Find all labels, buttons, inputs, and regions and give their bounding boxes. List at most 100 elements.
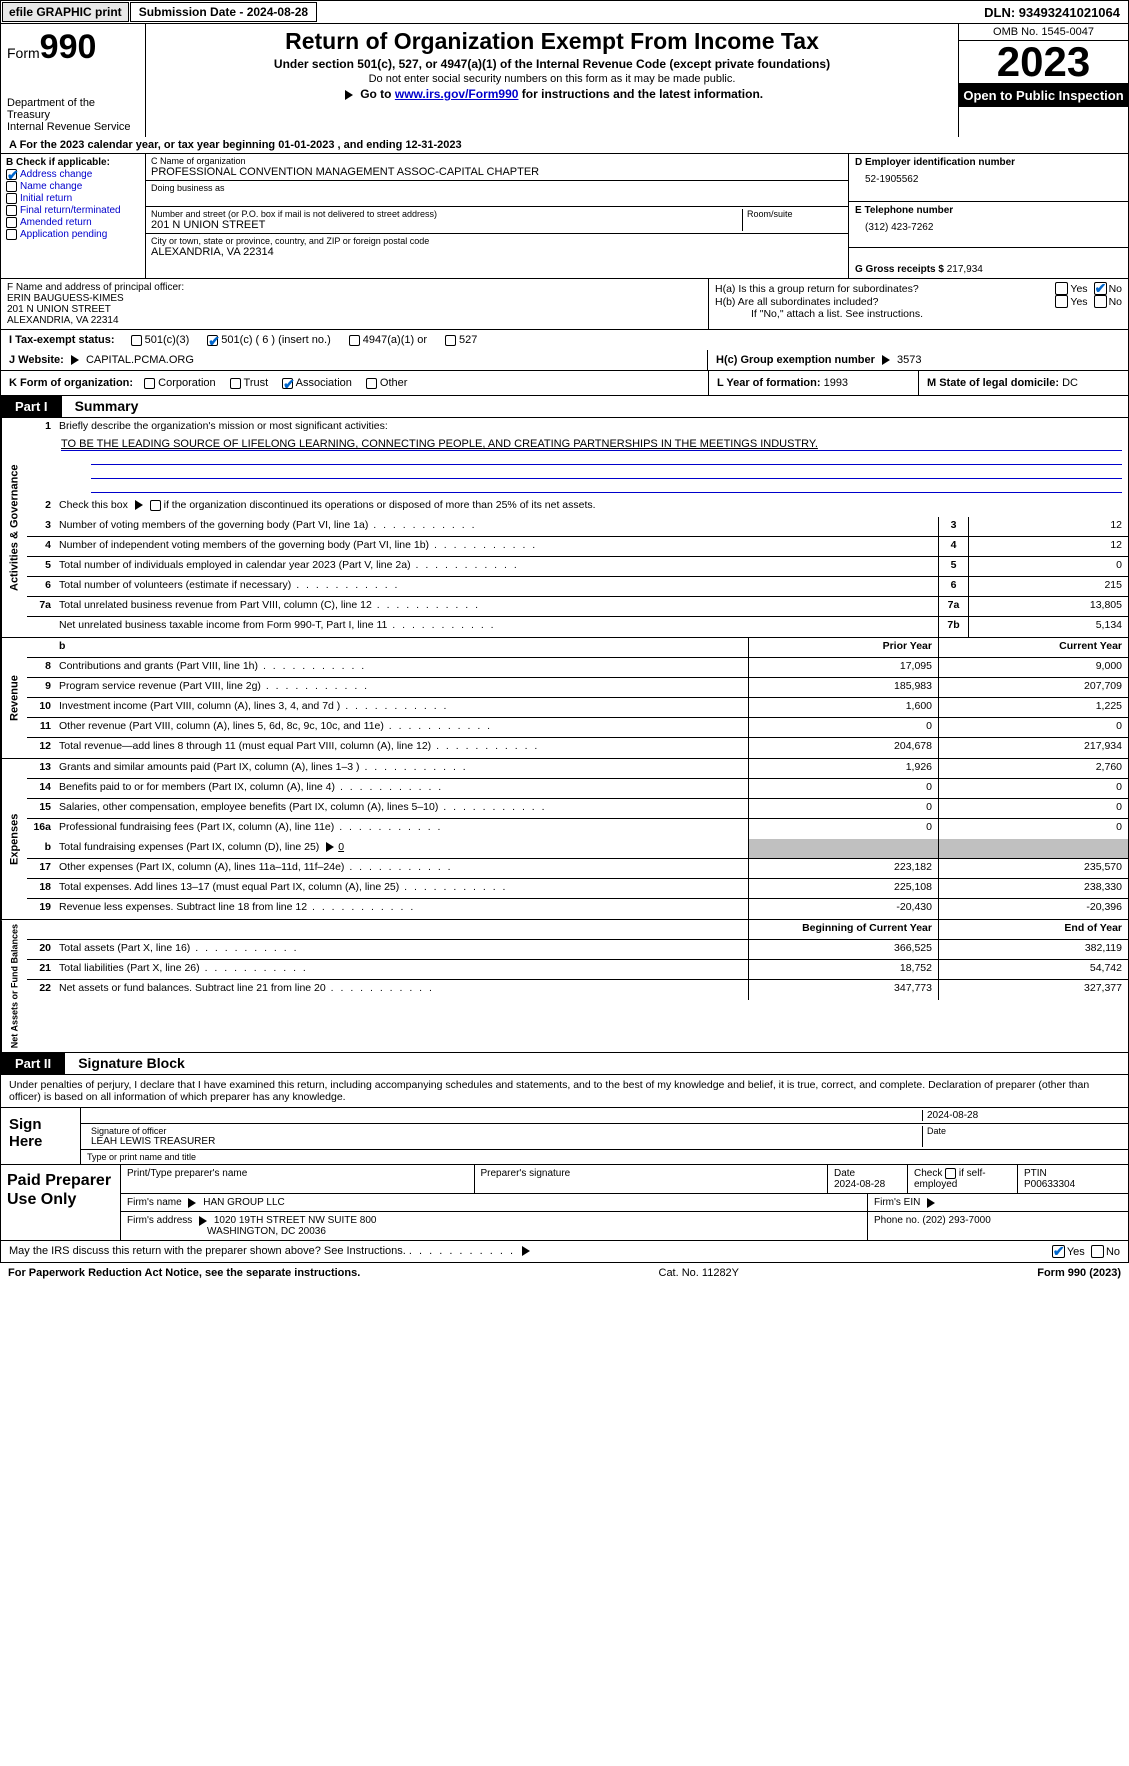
colb-item[interactable]: Address change: [6, 169, 140, 180]
row-desc: Net assets or fund balances. Subtract li…: [55, 980, 748, 1000]
prior-val: 225,108: [748, 879, 938, 898]
discuss-yes-checkbox[interactable]: [1052, 1245, 1065, 1258]
col-h: H(a) Is this a group return for subordin…: [708, 279, 1128, 329]
ein: 52-1905562: [855, 168, 1122, 185]
i-option[interactable]: 4947(a)(1) or: [349, 334, 427, 346]
date-label: Date: [922, 1126, 1122, 1147]
i-option[interactable]: 527: [445, 334, 477, 346]
i-option[interactable]: 501(c) ( 6 ) (insert no.): [207, 334, 330, 346]
arrow-icon: [188, 1198, 196, 1208]
summary-row: 17Other expenses (Part IX, column (A), l…: [27, 859, 1128, 879]
addr-label: Number and street (or P.O. box if mail i…: [151, 209, 742, 219]
part2-title: Signature Block: [68, 1055, 185, 1071]
gross-label: G Gross receipts $: [855, 264, 944, 275]
hb-yes-checkbox[interactable]: [1055, 295, 1068, 308]
colb-item[interactable]: Name change: [6, 181, 140, 192]
k-checkbox[interactable]: [144, 378, 155, 389]
checkbox-icon[interactable]: [6, 217, 17, 228]
summary-row: 9Program service revenue (Part VIII, lin…: [27, 678, 1128, 698]
row-box: 7b: [938, 617, 968, 637]
i-checkbox[interactable]: [131, 335, 142, 346]
row-val: 12: [968, 537, 1128, 556]
row-i: I Tax-exempt status: 501(c)(3) 501(c) ( …: [0, 330, 1129, 350]
i-option[interactable]: 501(c)(3): [131, 334, 190, 346]
k-checkbox[interactable]: [282, 378, 293, 389]
firm-addr1: 1020 19TH STREET NW SUITE 800: [214, 1215, 377, 1226]
k-option[interactable]: Association: [282, 377, 352, 389]
ha-yes-checkbox[interactable]: [1055, 282, 1068, 295]
preparer-block: Paid Preparer Use Only Print/Type prepar…: [0, 1165, 1129, 1241]
firm-ein-label: Firm's EIN: [874, 1197, 920, 1208]
row-box: 4: [938, 537, 968, 556]
header-right: OMB No. 1545-0047 2023 Open to Public In…: [958, 24, 1128, 137]
hb-no-checkbox[interactable]: [1094, 295, 1107, 308]
prior-val: 0: [748, 718, 938, 737]
i-checkbox[interactable]: [445, 335, 456, 346]
k-option[interactable]: Corporation: [144, 377, 216, 389]
colb-item[interactable]: Initial return: [6, 193, 140, 204]
org-name-label: C Name of organization: [151, 156, 843, 166]
checkbox-icon[interactable]: [6, 205, 17, 216]
row-val: 0: [968, 557, 1128, 576]
colb-item[interactable]: Amended return: [6, 217, 140, 228]
footer: For Paperwork Reduction Act Notice, see …: [0, 1263, 1129, 1283]
discontinued-checkbox[interactable]: [150, 500, 161, 511]
curr-val: 0: [938, 718, 1128, 737]
k-label: K Form of organization:: [9, 377, 133, 389]
officer-addr2: ALEXANDRIA, VA 22314: [7, 315, 702, 326]
hc-label: H(c) Group exemption number: [716, 354, 875, 366]
curr-val: 0: [938, 799, 1128, 818]
dept-treasury: Department of the Treasury: [7, 97, 139, 121]
row-val: 12: [968, 517, 1128, 536]
i-checkbox[interactable]: [349, 335, 360, 346]
officer-label: F Name and address of principal officer:: [7, 282, 702, 293]
arrow-icon: [135, 500, 143, 510]
k-option[interactable]: Trust: [230, 377, 269, 389]
colb-item[interactable]: Final return/terminated: [6, 205, 140, 216]
k-option[interactable]: Other: [366, 377, 408, 389]
k-checkbox[interactable]: [366, 378, 377, 389]
group-exemption: 3573: [897, 354, 921, 366]
summary-row: 4Number of independent voting members of…: [27, 537, 1128, 557]
checkbox-icon[interactable]: [6, 229, 17, 240]
ha-no-checkbox[interactable]: [1094, 282, 1107, 295]
i-checkbox[interactable]: [207, 335, 218, 346]
colb-item[interactable]: Application pending: [6, 229, 140, 240]
dln: DLN: 93493241021064: [976, 3, 1128, 22]
curr-val: 0: [938, 819, 1128, 839]
part1-header: Part I: [1, 396, 62, 417]
prior-val: 223,182: [748, 859, 938, 878]
irs-link[interactable]: www.irs.gov/Form990: [395, 87, 519, 101]
summary-row: 12Total revenue—add lines 8 through 11 (…: [27, 738, 1128, 758]
discuss-no-checkbox[interactable]: [1091, 1245, 1104, 1258]
summary-row: 21Total liabilities (Part X, line 26)18,…: [27, 960, 1128, 980]
prior-val: -20,430: [748, 899, 938, 919]
subtitle-3: Go to www.irs.gov/Form990 for instructio…: [154, 87, 950, 101]
checkbox-icon[interactable]: [6, 181, 17, 192]
self-emp-checkbox[interactable]: [945, 1168, 956, 1179]
row-desc: Total expenses. Add lines 13–17 (must eq…: [55, 879, 748, 898]
arrow-icon: [326, 842, 334, 852]
row-desc: Other revenue (Part VIII, column (A), li…: [55, 718, 748, 737]
k-checkbox[interactable]: [230, 378, 241, 389]
governance-label: Activities & Governance: [1, 418, 27, 637]
part1-bar: Part I Summary: [0, 396, 1129, 418]
line2-text: Check this box if the organization disco…: [55, 497, 1128, 517]
colb-label: Address change: [20, 169, 92, 180]
firm-name-label: Firm's name: [127, 1197, 182, 1208]
curr-val: 217,934: [938, 738, 1128, 758]
current-year-hdr: Current Year: [938, 638, 1128, 657]
part2-header: Part II: [1, 1053, 65, 1074]
open-public-badge: Open to Public Inspection: [959, 83, 1128, 107]
checkbox-icon[interactable]: [6, 169, 17, 180]
efile-print-button[interactable]: efile GRAPHIC print: [2, 2, 129, 22]
row-desc: Revenue less expenses. Subtract line 18 …: [55, 899, 748, 919]
org-name: PROFESSIONAL CONVENTION MANAGEMENT ASSOC…: [151, 166, 843, 178]
city: ALEXANDRIA, VA 22314: [151, 246, 843, 258]
curr-val: 9,000: [938, 658, 1128, 677]
header-mid: Return of Organization Exempt From Incom…: [146, 24, 958, 137]
prior-val: 0: [748, 779, 938, 798]
checkbox-icon[interactable]: [6, 193, 17, 204]
summary-row: 8Contributions and grants (Part VIII, li…: [27, 658, 1128, 678]
col-f: F Name and address of principal officer:…: [1, 279, 708, 329]
